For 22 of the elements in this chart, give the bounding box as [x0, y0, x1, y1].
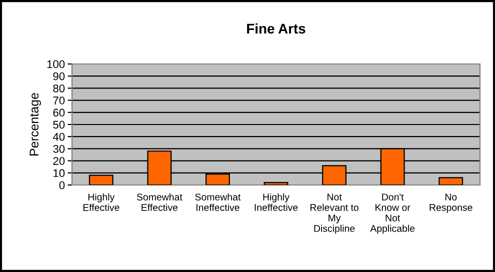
y-tick-label: 80: [53, 84, 65, 92]
y-tick-label: 10: [54, 169, 65, 178]
y-tick-label: 0: [59, 181, 65, 190]
y-tick-label: 60: [53, 108, 65, 117]
bar: [264, 182, 288, 185]
chart-title: Fine Arts: [247, 23, 306, 34]
x-tick-label: Not Relevant to My Discipline: [310, 194, 358, 234]
x-tick-label: Somewhat Ineffective: [195, 193, 241, 211]
y-tick-label: 90: [53, 72, 65, 80]
x-tick-label: Highly Ineffective: [254, 193, 298, 211]
y-tick-label: 100: [47, 60, 65, 68]
y-tick-label: 40: [52, 132, 65, 141]
y-tick-label: 20: [53, 157, 65, 165]
y-axis-title: Percentage: [30, 93, 41, 156]
y-tick-label: 70: [53, 96, 65, 104]
x-tick-label: No Response: [430, 194, 472, 213]
x-tick-label: Somewhat Effective: [136, 193, 182, 211]
y-tick-label: 30: [53, 144, 65, 153]
y-tick-label: 50: [53, 120, 65, 129]
x-tick-label: Highly Effective: [83, 193, 120, 211]
bar: [438, 177, 464, 185]
x-tick-label: Don't Know or Not Applicable: [370, 194, 415, 234]
